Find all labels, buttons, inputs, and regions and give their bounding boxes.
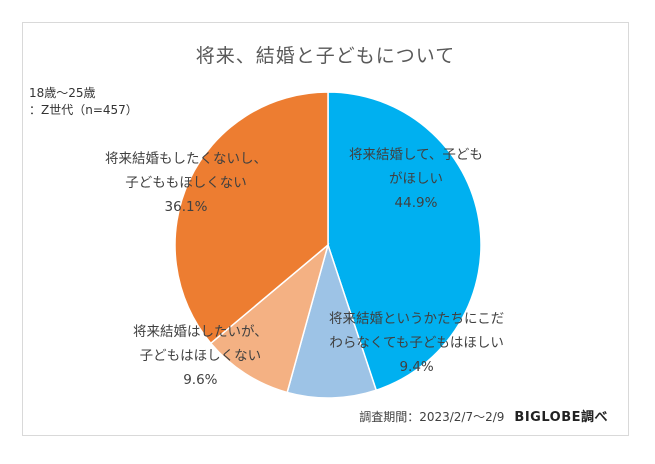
chart-title: 将来、結婚と子どもについて bbox=[195, 45, 456, 67]
chart-footer: 調査期間：2023/2/7～2/9 BIGLOBE調べ bbox=[359, 406, 608, 425]
slice-label-3-line-2: 子どももほしくない bbox=[125, 175, 247, 191]
slice-label-2-value: 9.6% bbox=[183, 372, 218, 388]
pie-slice-2 bbox=[209, 242, 330, 394]
slice-label-2: 将来結婚はしたいが、 子どもはほしくない 9.6% bbox=[133, 320, 268, 392]
slice-label-0-value: 44.9% bbox=[394, 195, 438, 211]
slice-label-3: 将来結婚もしたくないし、 子どももほしくない 36.1% bbox=[105, 147, 267, 219]
sample-note-n: ：Z世代（n=457） bbox=[29, 103, 138, 117]
chart-frame: 将来、結婚と子どもについて 18歳～25歳 ：Z世代（n=457） 将来結婚して… bbox=[22, 22, 629, 436]
slice-label-3-value: 36.1% bbox=[164, 199, 208, 215]
slice-label-0-line-1: 将来結婚して、子ども bbox=[349, 147, 483, 163]
survey-period: 調査期間：2023/2/7～2/9 bbox=[359, 410, 505, 424]
sample-note: 18歳～25歳 ：Z世代（n=457） bbox=[29, 85, 138, 119]
slice-label-2-line-2: 子どもはほしくない bbox=[139, 348, 262, 364]
pie-chart bbox=[174, 91, 482, 399]
slice-label-1: 将来結婚というかたちにこだ わらなくても子どもはほしい 9.4% bbox=[329, 307, 504, 379]
slice-label-0: 将来結婚して、子ども がほしい 44.9% bbox=[349, 143, 483, 215]
slice-label-1-value: 9.4% bbox=[399, 359, 434, 375]
pie-slice-3 bbox=[174, 91, 329, 345]
slice-label-3-line-1: 将来結婚もしたくないし、 bbox=[105, 151, 267, 167]
slice-label-2-line-1: 将来結婚はしたいが、 bbox=[133, 324, 268, 340]
pie-slice-0 bbox=[327, 91, 482, 392]
slice-label-0-line-2: がほしい bbox=[388, 171, 443, 187]
pie-slice-1 bbox=[286, 242, 378, 399]
slice-label-1-line-2: わらなくても子どもはほしい bbox=[329, 335, 504, 351]
slice-label-1-line-1: 将来結婚というかたちにこだ bbox=[329, 311, 505, 327]
sample-note-age: 18歳～25歳 bbox=[29, 86, 96, 100]
brand-credit: BIGLOBE調べ bbox=[514, 410, 608, 425]
